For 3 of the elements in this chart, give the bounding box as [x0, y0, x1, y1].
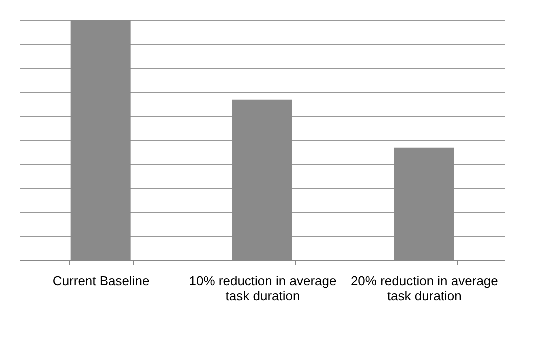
- x-tick-label: 20% reduction in average task duration: [350, 274, 498, 304]
- x-tick-label: Current Baseline: [52, 274, 150, 288]
- x-tick-label: 10% reduction in average task duration: [189, 274, 337, 304]
